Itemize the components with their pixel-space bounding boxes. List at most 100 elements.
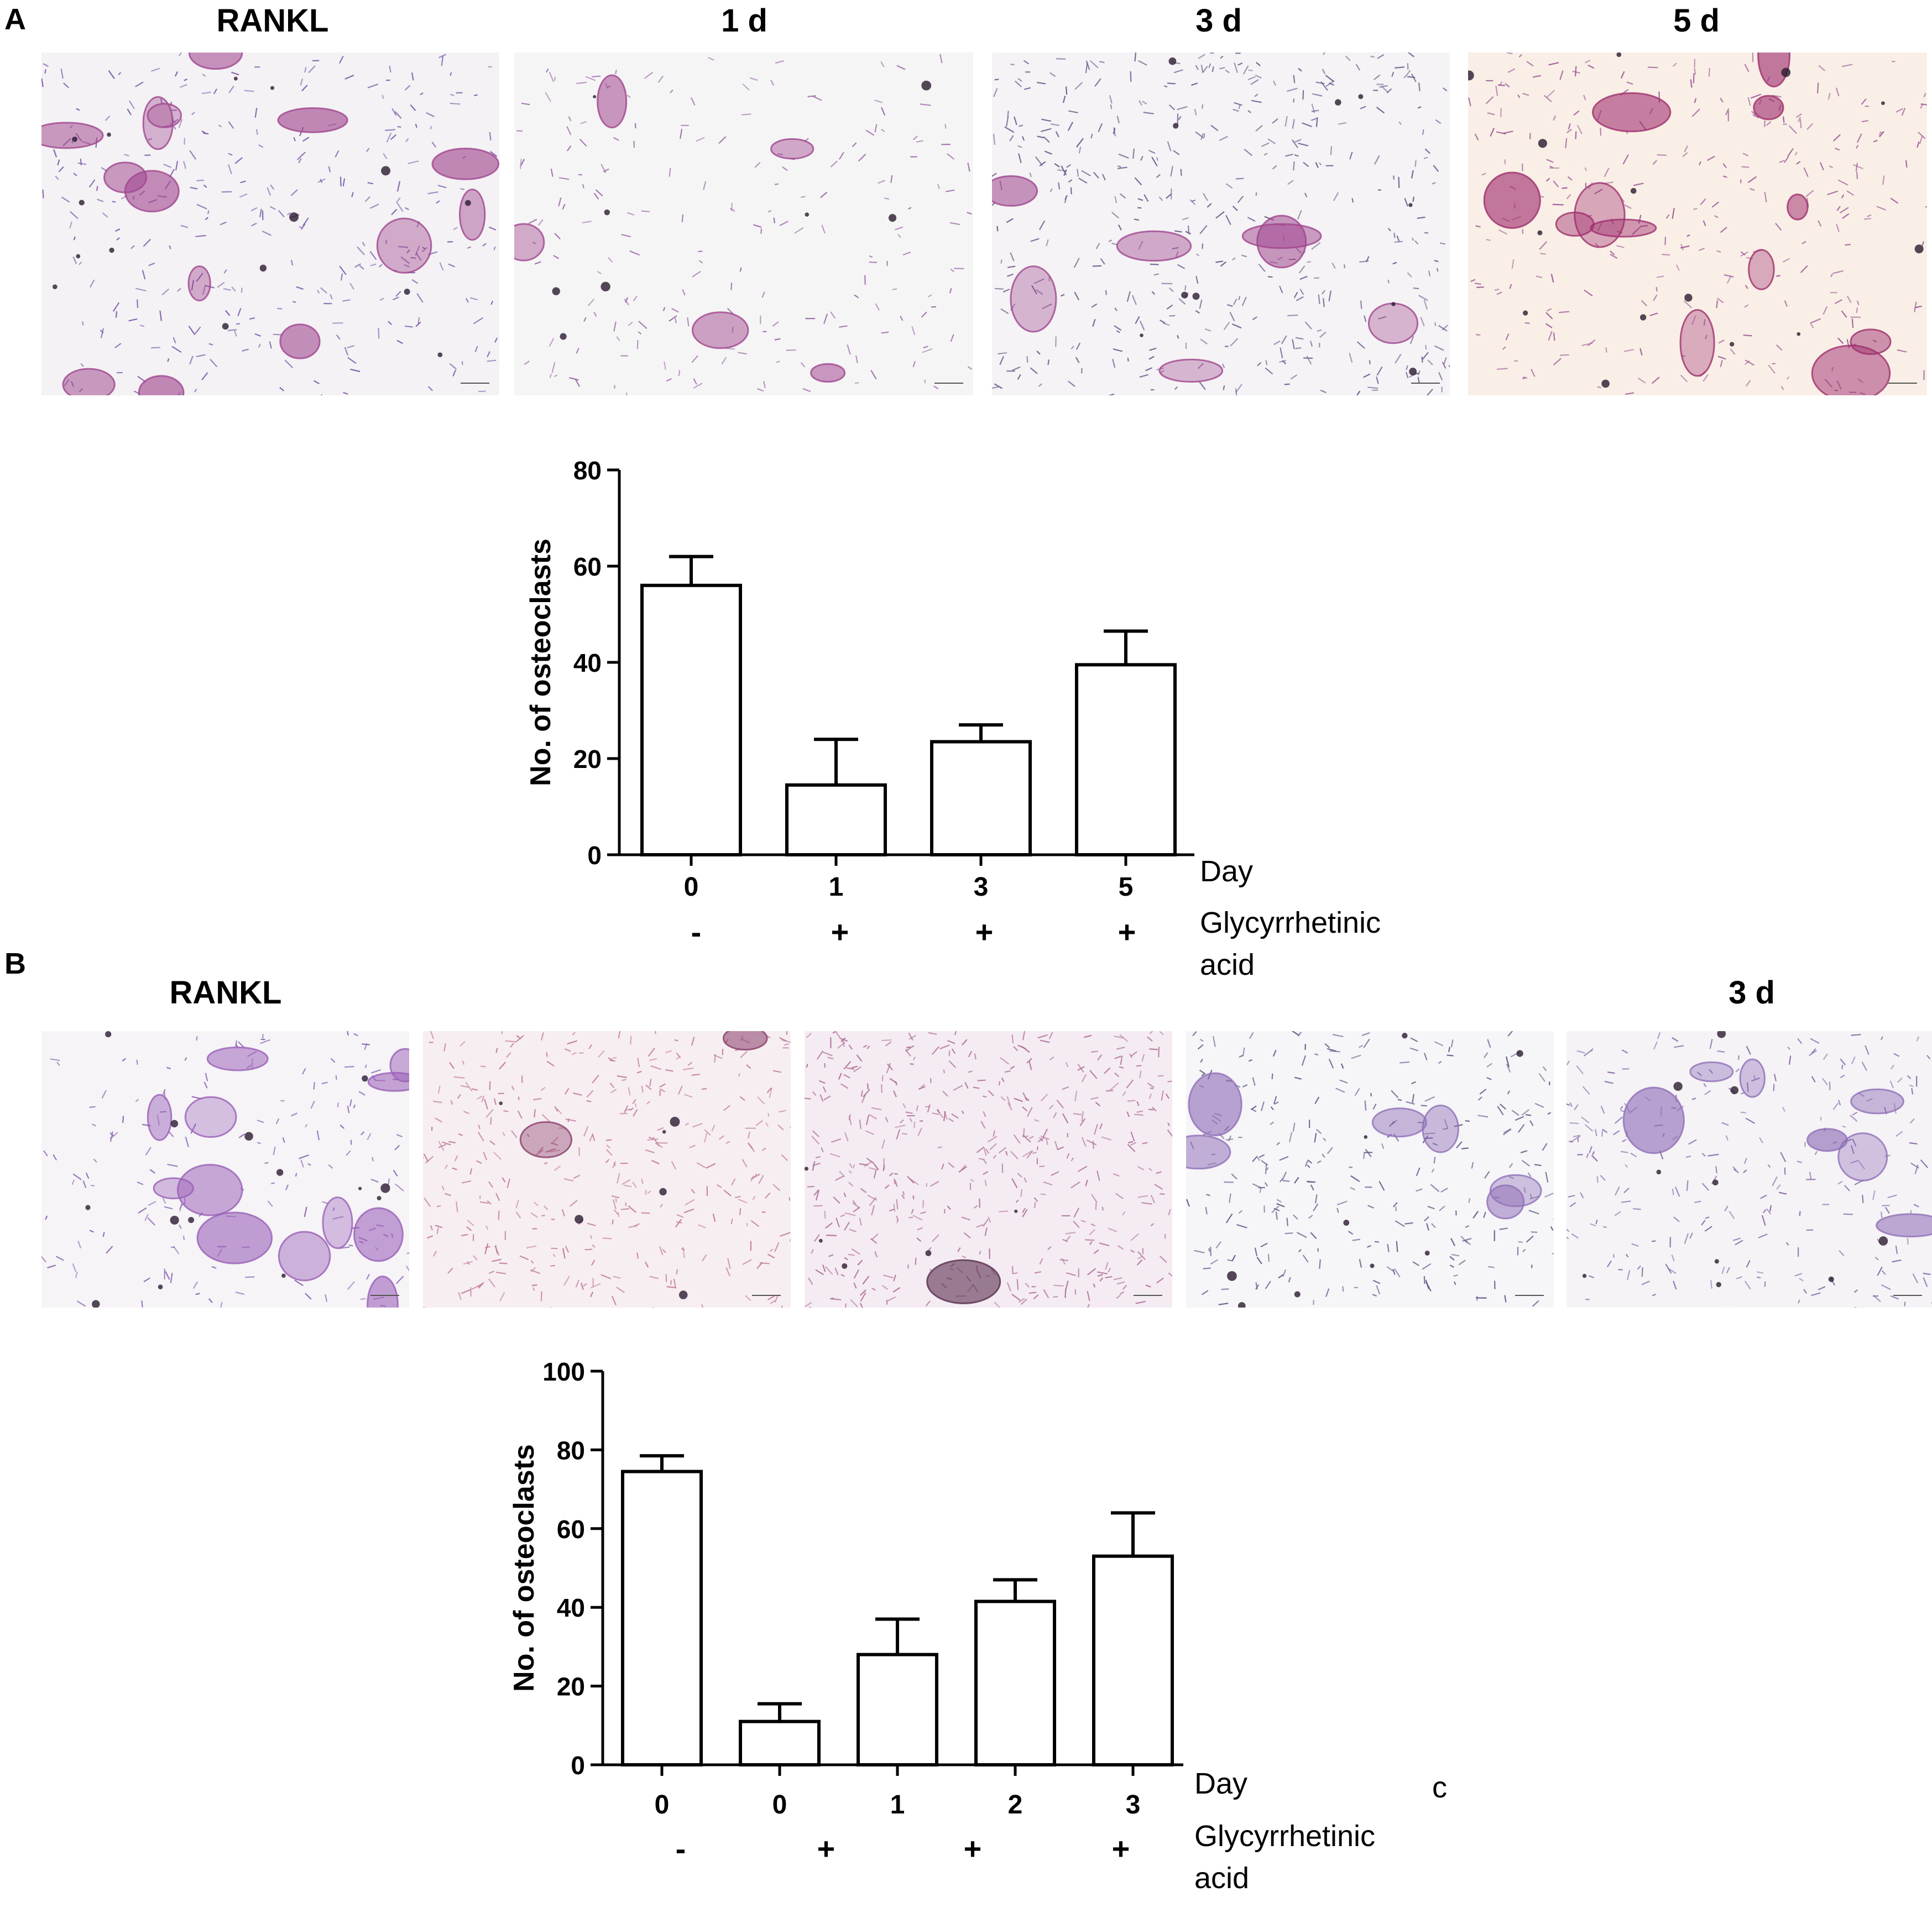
cell-mark [1750,93,1762,99]
cell-mark [1796,161,1801,165]
dark-spot [289,212,299,222]
cell-mark [949,222,960,226]
cell-mark [1005,1151,1008,1156]
cell-mark [1559,311,1569,313]
cell-mark [1293,75,1296,83]
cell-mark [621,234,631,238]
cell-mark [364,1043,368,1050]
cell-mark [459,1041,466,1047]
cell-mark [124,154,130,157]
dark-spot [1014,1209,1018,1213]
cell-mark [1546,308,1552,312]
cell-mark [1740,1111,1746,1114]
cell-mark [1823,1053,1829,1060]
dark-spot [1781,67,1791,77]
cell-mark [1252,316,1257,321]
cell-mark [1803,167,1809,177]
cell-mark [967,211,972,215]
cell-mark [1322,1153,1325,1158]
cell-mark [1208,1248,1210,1252]
cell-mark [1785,1242,1789,1246]
cell-mark [1836,223,1840,232]
cell-mark [271,1182,275,1185]
cell-mark [149,1169,155,1174]
cell-mark [1065,86,1068,95]
cell-mark [1015,1199,1019,1203]
cell-mark [1708,67,1710,77]
cell-mark [1237,195,1244,203]
cell-mark [378,264,383,268]
cell-mark [1425,1223,1429,1231]
cell-mark [1154,1184,1163,1190]
cell-mark [1615,1116,1623,1124]
cell-mark [840,1274,845,1277]
cell-mark [1532,1300,1539,1307]
cell-mark [202,132,209,135]
cell-mark [1264,1182,1268,1187]
cell-mark [1545,1172,1549,1183]
cell-mark [1716,297,1724,304]
cell-mark [1099,1242,1110,1247]
cell-mark [1674,1045,1684,1048]
cell-mark [1840,1058,1846,1065]
cell-mark [1672,1037,1679,1042]
cell-mark [245,1276,255,1278]
cell-mark [1407,76,1416,79]
cell-mark [1406,365,1408,370]
cell-mark [1118,153,1129,159]
treatment-sign: + [831,914,849,949]
cell-mark [1595,1219,1598,1225]
cell-mark [448,263,456,268]
cell-mark [671,308,679,313]
cell-mark [1735,1240,1743,1246]
cell-mark [1486,238,1491,242]
cell-mark [948,1060,957,1068]
cell-mark [1911,1088,1914,1095]
cell-mark [1139,374,1149,378]
cell-mark [1000,1057,1010,1065]
cell-mark [1354,1088,1360,1096]
cell-mark [1392,1269,1396,1275]
cell-mark [989,1143,997,1151]
cell-mark [901,1194,905,1199]
cell-mark [748,1143,753,1149]
cell-mark [1127,1143,1136,1152]
cell-mark [924,379,926,384]
osteoclast-blob [458,189,486,241]
y-tick-label: 100 [542,1357,585,1386]
cell-mark [806,1032,812,1038]
dark-spot [244,1132,253,1141]
cell-mark [994,79,999,81]
cell-mark [1039,161,1046,167]
cell-mark [1033,1197,1038,1202]
cell-mark [585,76,596,81]
cell-mark [885,1041,892,1047]
cell-mark [483,1151,488,1161]
cell-mark [466,1226,472,1231]
cell-mark [896,1199,899,1210]
cell-mark [984,1179,987,1186]
cell-mark [946,153,955,160]
cell-mark [1423,156,1428,159]
cell-mark [1085,62,1088,74]
dark-spot [76,254,81,259]
cell-mark [499,1062,507,1070]
cell-mark [1042,303,1052,310]
cell-mark [1223,321,1230,330]
cell-mark [1450,1039,1454,1048]
cell-mark [196,179,204,181]
cell-mark [532,242,536,244]
cell-mark [1073,1220,1080,1229]
cell-mark [545,1148,556,1153]
cell-mark [607,257,613,263]
cell-mark [1671,1254,1675,1262]
cell-mark [1338,122,1346,125]
cell-mark [1225,70,1230,74]
cell-mark [1200,65,1204,74]
cell-mark [1621,1049,1628,1054]
cell-mark [1075,357,1080,363]
osteoclast-blob [1753,95,1784,121]
cell-mark [703,181,707,190]
cell-mark [1547,1112,1552,1115]
cell-mark [1710,1280,1712,1289]
